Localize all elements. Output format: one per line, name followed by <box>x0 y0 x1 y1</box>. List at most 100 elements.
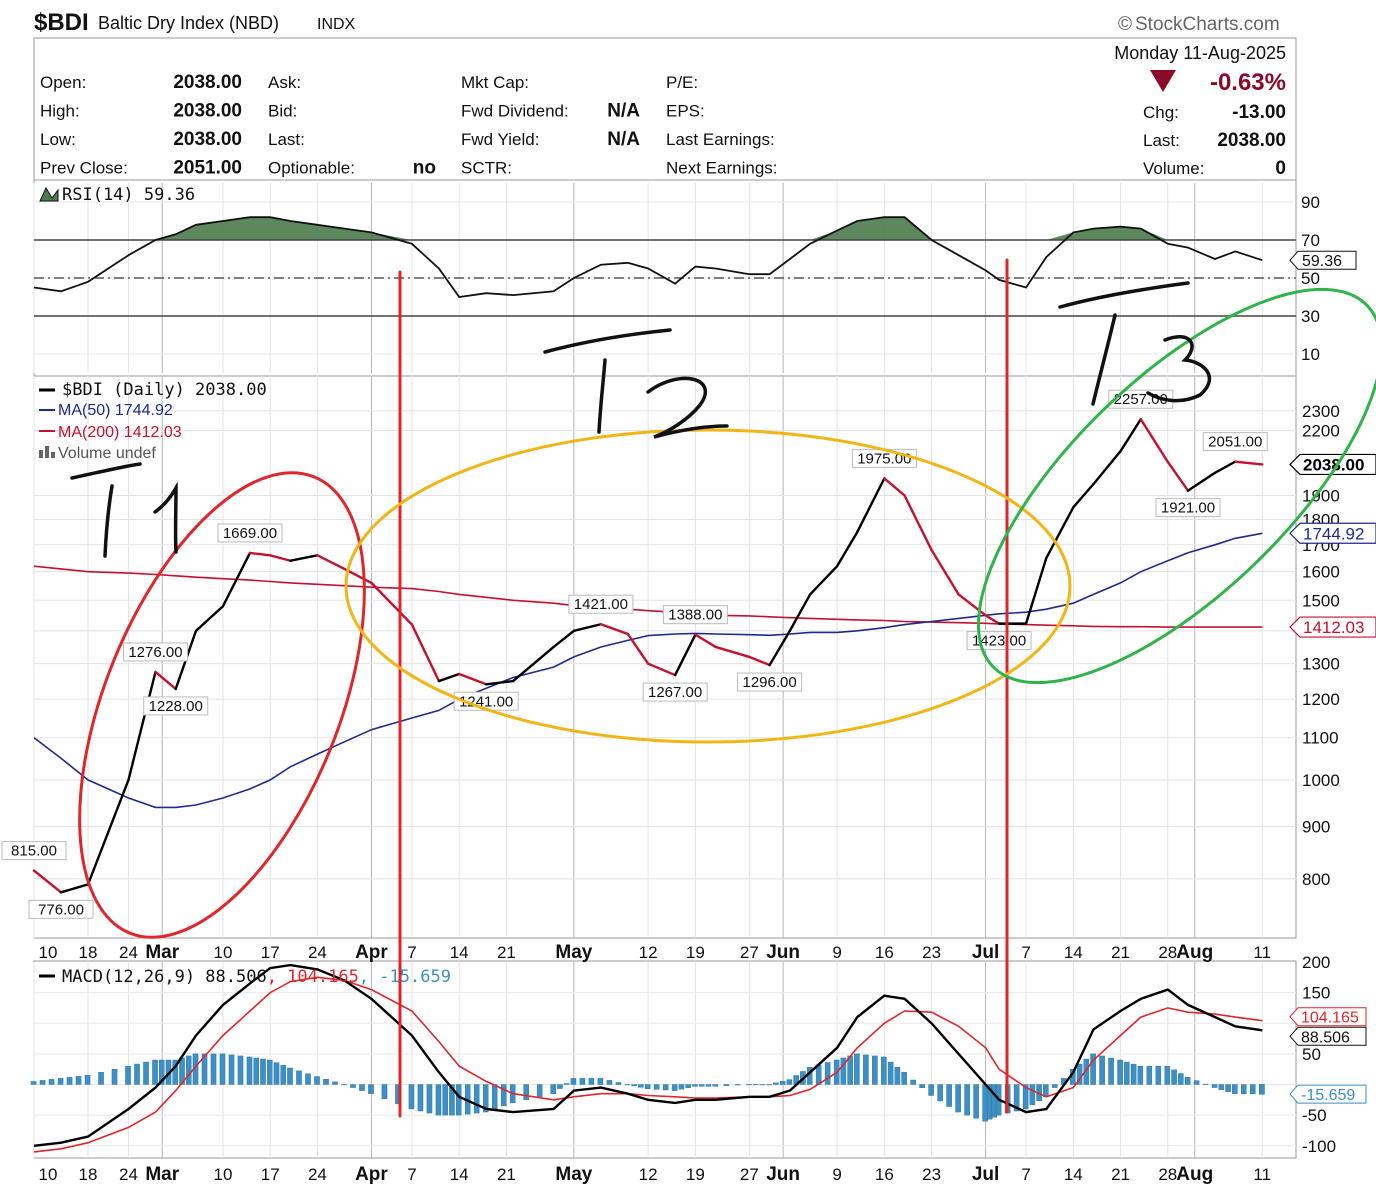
macd-x-tick: 14 <box>450 1165 469 1184</box>
quote-date: Monday 11-Aug-2025 <box>1114 43 1286 63</box>
price-segment <box>1213 460 1237 474</box>
quote-v1-2: 2038.00 <box>173 129 242 150</box>
price-label: 1421.00 <box>574 596 628 613</box>
macd-x-tick: Mar <box>145 1164 179 1185</box>
macd-x-tick: 7 <box>407 1165 416 1184</box>
price-segment <box>1092 449 1122 486</box>
brand-logo: © <box>1118 14 1132 35</box>
quote-k1-1: High: <box>40 102 80 121</box>
macd-histogram-bar <box>1171 1069 1177 1085</box>
price-segment <box>437 672 461 683</box>
macd-histogram-bar <box>253 1057 260 1085</box>
macd-histogram-bar <box>426 1084 433 1114</box>
macd-histogram-bar <box>491 1084 498 1110</box>
macd-histogram-bar <box>482 1084 489 1113</box>
macd-histogram-bar <box>1099 1055 1105 1085</box>
macd-signal-line <box>33 976 1263 1153</box>
price-segment <box>572 623 603 633</box>
price-x-tick: 24 <box>119 943 138 962</box>
price-y-tick: 2300 <box>1302 402 1340 421</box>
macd-histogram-bar <box>1232 1084 1238 1094</box>
macd-histogram-bar <box>1083 1058 1090 1085</box>
chg-value: -13.00 <box>1232 102 1286 123</box>
quote-k2-0: Ask: <box>268 73 301 92</box>
price-label: 1921.00 <box>1161 500 1215 517</box>
quote-k4-3: Next Earnings: <box>666 159 778 178</box>
macd-histogram-bar <box>1193 1080 1200 1085</box>
macd-histogram-bar <box>766 1084 772 1086</box>
macd-histogram-bar <box>500 1084 507 1107</box>
price-segment <box>673 633 697 677</box>
rsi-legend: RSI(14) 59.36 <box>62 185 195 205</box>
macd-x-tick: 10 <box>214 1165 233 1184</box>
price-x-tick: 14 <box>450 943 469 962</box>
price-label: 1423.00 <box>972 633 1026 650</box>
macd-histogram-bar <box>815 1064 822 1085</box>
price-segment <box>1139 418 1169 464</box>
last-value: 2038.00 <box>1217 130 1286 151</box>
macd-histogram-bar <box>75 1076 82 1085</box>
price-x-tick: 14 <box>1064 943 1083 962</box>
price-x-tick: 21 <box>1111 943 1130 962</box>
t3-ellipse <box>976 287 1376 685</box>
macd-histogram-bar <box>678 1084 685 1090</box>
macd-histogram-bar <box>631 1084 637 1087</box>
macd-histogram-bar <box>219 1053 226 1085</box>
price-x-tick: 23 <box>922 943 941 962</box>
price-segment <box>768 629 792 667</box>
macd-histogram-bar <box>1108 1057 1114 1085</box>
macd-histogram-bar <box>143 1061 149 1085</box>
price-x-tick: Jul <box>972 942 999 963</box>
macd-histogram-bar <box>287 1067 293 1085</box>
price-segment <box>370 581 414 626</box>
price-segment <box>154 670 177 691</box>
price-label-box <box>662 605 728 625</box>
price-segment <box>289 554 319 562</box>
macd-histogram-bar <box>854 1053 860 1085</box>
macd-x-tick: 28 <box>1158 1165 1177 1184</box>
macd-histogram-bar <box>910 1079 916 1085</box>
price-segment <box>808 564 839 596</box>
macd-histogram-bar <box>644 1084 651 1089</box>
macd-histogram-bar <box>536 1084 543 1097</box>
macd-histogram-bar <box>152 1059 158 1085</box>
price-label: 1228.00 <box>149 698 203 715</box>
macd-histogram-bar <box>417 1084 424 1112</box>
macd-histogram-bar <box>638 1084 644 1088</box>
macd-histogram-bar <box>473 1084 480 1114</box>
macd-histogram-bar <box>597 1078 604 1085</box>
macd-histogram-bar <box>894 1066 901 1085</box>
price-legend: $BDI (Daily) 2038.00 <box>62 380 267 400</box>
price-y-tick: 1500 <box>1302 591 1340 610</box>
price-label-box <box>966 631 1032 651</box>
macd-histogram-bar <box>872 1055 878 1085</box>
macd-x-tick: Jun <box>766 1164 800 1185</box>
macd-histogram-bar <box>273 1062 280 1085</box>
macd-histogram-bar <box>705 1084 712 1087</box>
macd-x-tick: 11 <box>1253 1165 1271 1184</box>
macd-histogram-bar <box>773 1082 779 1085</box>
price-segment <box>552 629 576 649</box>
macd-y-tick: 200 <box>1302 953 1330 972</box>
macd-x-tick: 9 <box>832 1165 841 1184</box>
price-x-tick: 17 <box>261 943 280 962</box>
macd-y-tick: -100 <box>1302 1137 1336 1156</box>
price-label: 1267.00 <box>648 684 702 701</box>
price-panel <box>33 375 1297 939</box>
macd-histogram-bar <box>111 1068 118 1085</box>
price-label: 776.00 <box>38 901 84 918</box>
macd-histogram-bar <box>919 1084 925 1088</box>
quote-k3-3: SCTR: <box>461 159 512 178</box>
rsi-chart <box>33 216 1296 317</box>
t2-ellipse <box>344 428 1072 744</box>
macd-histogram-bar <box>734 1084 741 1086</box>
price-last-tag-text: 1412.03 <box>1303 618 1364 637</box>
price-segment <box>599 623 630 636</box>
macd-histogram-bar <box>201 1053 208 1085</box>
volume-value: 0 <box>1275 158 1286 179</box>
quote-k4-1: EPS: <box>666 102 705 121</box>
price-x-tick: 10 <box>39 943 58 962</box>
macd-histogram-bar <box>653 1084 660 1090</box>
macd-histogram-bar <box>973 1084 979 1119</box>
macd-x-tick: 16 <box>875 1165 894 1184</box>
